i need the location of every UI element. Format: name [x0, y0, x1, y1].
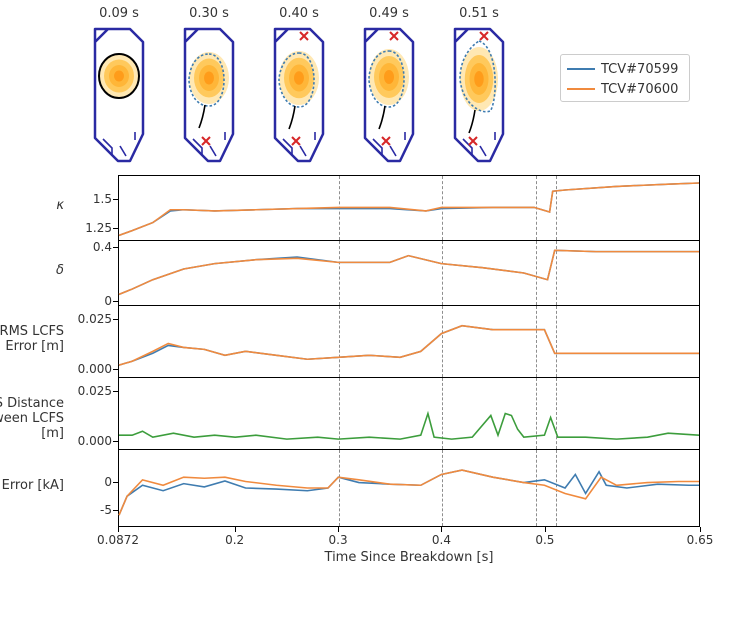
plot-canvas — [119, 306, 699, 377]
plot-canvas — [119, 176, 699, 240]
y-tick-label: 0.025 — [74, 384, 112, 398]
x-tick-label: 0.65 — [687, 533, 714, 547]
y-tick-label: 0.000 — [74, 434, 112, 448]
legend: TCV#70599 TCV#70600 — [560, 54, 690, 102]
series-line — [119, 414, 699, 440]
legend-item: TCV#70600 — [567, 79, 683, 99]
subplot — [118, 377, 700, 449]
x-tick-label: 0.4 — [432, 533, 451, 547]
legend-label: TCV#70600 — [601, 82, 678, 97]
y-axis-label: Ip Error [kA] — [0, 479, 64, 496]
snapshot-time-label: 0.40 s — [266, 6, 332, 21]
series-line — [119, 250, 699, 294]
y-tick-label: 1.5 — [74, 192, 112, 206]
series-line — [119, 326, 699, 365]
plot-canvas — [119, 450, 699, 526]
series-line — [119, 470, 699, 515]
legend-swatch — [567, 68, 595, 70]
series-line — [119, 326, 699, 365]
legend-label: TCV#70599 — [601, 62, 678, 77]
vessel-snapshot: 0.51 s — [450, 24, 508, 166]
subplot — [118, 449, 700, 527]
subplot — [118, 305, 700, 377]
vessel-snapshot: 0.40 s — [270, 24, 328, 166]
snapshot-time-label: 0.49 s — [356, 6, 422, 21]
x-tick-label: 0.3 — [329, 533, 348, 547]
y-axis-label: κ — [0, 199, 64, 214]
x-tick-label: 0.0872 — [97, 533, 139, 547]
subplot — [118, 175, 700, 240]
y-tick-label: 0 — [74, 294, 112, 308]
equilibrium-snapshots: 0.09 s 0.30 s 0.40 s 0.49 s 0.51 s — [90, 4, 530, 166]
x-axis-label: Time Since Breakdown [s] — [118, 550, 700, 565]
y-axis-label: δ — [0, 264, 64, 279]
y-axis-label: RMS DistanceBetween LCFS [m] — [0, 397, 64, 442]
subplot — [118, 240, 700, 305]
plot-canvas — [119, 241, 699, 305]
vessel-snapshot: 0.09 s — [90, 24, 148, 166]
legend-swatch — [567, 88, 595, 90]
y-tick-label: 0.4 — [74, 240, 112, 254]
y-tick-label: 0.000 — [74, 362, 112, 376]
series-line — [119, 250, 699, 294]
series-line — [119, 470, 699, 515]
y-axis-label: RMS LCFSError [m] — [0, 325, 64, 355]
series-line — [119, 183, 699, 235]
y-tick-label: 1.25 — [74, 221, 112, 235]
y-tick-label: 0.025 — [74, 312, 112, 326]
snapshot-time-label: 0.51 s — [446, 6, 512, 21]
timeseries-plots: κ 1.25 1.5 δ 0 0.4 RMS LCFSError [m] 0.000 0.025… — [0, 175, 746, 621]
y-tick-label: 0 — [74, 475, 112, 489]
snapshot-time-label: 0.30 s — [176, 6, 242, 21]
vessel-snapshot: 0.30 s — [180, 24, 238, 166]
snapshot-time-label: 0.09 s — [86, 6, 152, 21]
x-tick-label: 0.5 — [535, 533, 554, 547]
vessel-snapshot: 0.49 s — [360, 24, 418, 166]
y-tick-label: -5 — [74, 503, 112, 517]
legend-item: TCV#70599 — [567, 59, 683, 79]
plot-canvas — [119, 378, 699, 449]
x-tick-label: 0.2 — [225, 533, 244, 547]
